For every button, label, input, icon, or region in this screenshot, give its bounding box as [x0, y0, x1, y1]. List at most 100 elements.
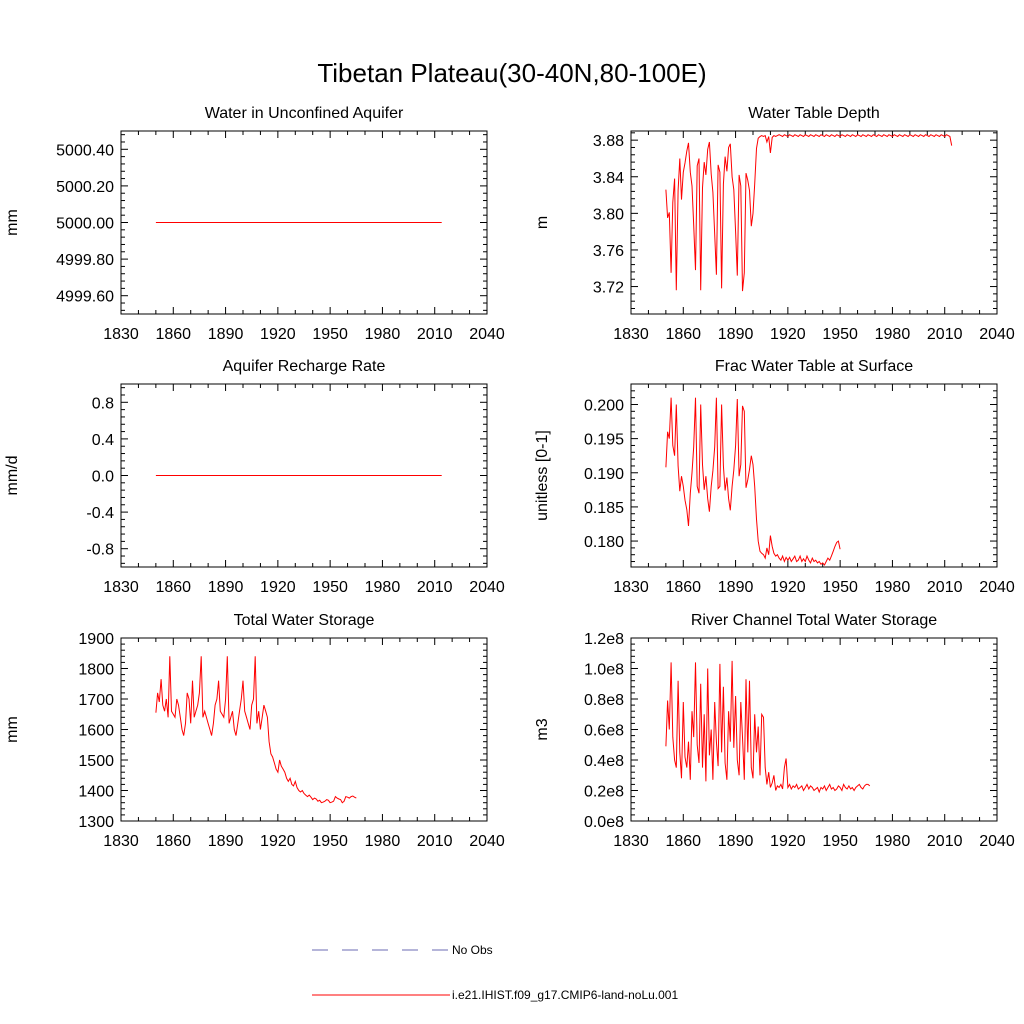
panel-1: Water in Unconfined Aquifer mm 1830 1860 189… — [4, 105, 505, 343]
panel-6: River Channel Total Water Storage m3 1830 1… — [534, 612, 1015, 850]
panel-2: Water Table Depth m 1830 1860 1890 1920 1950 19… — [534, 105, 1015, 343]
x-tick-label: 1830 — [103, 833, 139, 850]
y-tick-label: 3.84 — [593, 170, 624, 187]
y-axis-label: m3 — [534, 718, 551, 740]
x-tick-label: 1980 — [365, 326, 401, 343]
x-tick-label: 1860 — [665, 326, 701, 343]
x-tick-label: 1830 — [613, 833, 649, 850]
x-tick-label: 1860 — [665, 833, 701, 850]
y-tick-label: 1600 — [78, 723, 114, 740]
x-tick-label: 1950 — [822, 326, 858, 343]
x-tick-label: 2040 — [469, 579, 505, 596]
y-tick-label: 5000.20 — [56, 179, 114, 196]
x-tick-label: 1830 — [613, 326, 649, 343]
legend-label-model: i.e21.IHIST.f09_g17.CMIP6-land-noLu.001 — [452, 988, 678, 1002]
x-tick-label: 1830 — [103, 326, 139, 343]
x-tick-label: 2040 — [979, 326, 1015, 343]
x-tick-label: 1830 — [103, 579, 139, 596]
y-tick-label: 3.76 — [593, 243, 624, 260]
y-tick-label: 0.0 — [92, 469, 114, 486]
x-tick-label: 2040 — [979, 579, 1015, 596]
panel-title: River Channel Total Water Storage — [691, 612, 937, 629]
y-tick-label: 0.200 — [584, 397, 624, 414]
x-tick-label: 1890 — [208, 326, 244, 343]
y-tick-label: 0.185 — [584, 500, 624, 517]
series-line-1 — [665, 134, 953, 292]
y-tick-label: 0.195 — [584, 432, 624, 449]
y-axis-label: unitless [0-1] — [534, 430, 551, 521]
panel-3: Aquifer Recharge Rate mm/d 1830 1860 1890 192… — [4, 358, 505, 596]
y-axis-label: mm/d — [4, 456, 21, 496]
panel-title: Total Water Storage — [234, 612, 375, 629]
y-tick-label: 1500 — [78, 753, 114, 770]
x-tick-label: 1920 — [260, 579, 296, 596]
y-tick-label: 0.8 — [92, 395, 114, 412]
y-tick-label: 0.0e8 — [584, 814, 624, 831]
y-tick-label: 5000.00 — [56, 216, 114, 233]
panel-5: Total Water Storage mm 1830 1860 1890 1920 195… — [4, 612, 505, 850]
x-tick-label: 1860 — [155, 579, 191, 596]
plot-frame — [630, 130, 998, 315]
x-tick-label: 2040 — [469, 326, 505, 343]
panel-title: Water Table Depth — [748, 105, 880, 122]
y-tick-label: 0.4e8 — [584, 753, 624, 770]
x-tick-label: 1980 — [875, 326, 911, 343]
figure-title: Tibetan Plateau(30-40N,80-100E) — [317, 58, 706, 88]
x-tick-label: 2010 — [927, 326, 963, 343]
legend: No Obs i.e21.IHIST.f09_g17.CMIP6-land-no… — [312, 943, 678, 1002]
x-tick-label: 1950 — [312, 833, 348, 850]
y-tick-label: 4999.80 — [56, 252, 114, 269]
x-tick-label: 1980 — [875, 579, 911, 596]
y-tick-label: 1300 — [78, 814, 114, 831]
x-tick-label: 2010 — [417, 579, 453, 596]
series-line-1 — [665, 660, 871, 794]
panel-title: Frac Water Table at Surface — [715, 358, 913, 375]
y-tick-label: 0.4 — [92, 432, 114, 449]
x-tick-label: 2040 — [469, 833, 505, 850]
y-tick-label: 0.180 — [584, 534, 624, 551]
y-tick-label: 1700 — [78, 692, 114, 709]
plot-frame — [630, 637, 998, 822]
x-tick-label: 1830 — [613, 579, 649, 596]
y-tick-label: -0.8 — [86, 542, 114, 559]
legend-label-no-obs: No Obs — [452, 943, 493, 957]
x-tick-label: 1890 — [718, 326, 754, 343]
y-axis-label: m — [534, 216, 551, 229]
y-tick-label: 1.2e8 — [584, 631, 624, 648]
x-tick-label: 2010 — [927, 579, 963, 596]
x-tick-label: 1860 — [665, 579, 701, 596]
x-tick-label: 1950 — [822, 579, 858, 596]
y-tick-label: 1800 — [78, 662, 114, 679]
panel-title: Aquifer Recharge Rate — [223, 358, 386, 375]
x-tick-label: 1980 — [365, 833, 401, 850]
x-tick-label: 1890 — [718, 833, 754, 850]
x-tick-label: 1890 — [208, 579, 244, 596]
panels: Water in Unconfined Aquifer mm 1830 1860 189… — [4, 105, 1015, 850]
series-line-1 — [665, 397, 841, 566]
x-tick-label: 1950 — [312, 326, 348, 343]
y-tick-label: 0.2e8 — [584, 784, 624, 801]
series-line-1 — [155, 656, 357, 804]
x-tick-label: 1980 — [365, 579, 401, 596]
y-tick-label: 0.8e8 — [584, 692, 624, 709]
y-tick-label: 1900 — [78, 631, 114, 648]
y-tick-label: 1.0e8 — [584, 662, 624, 679]
x-tick-label: 1890 — [208, 833, 244, 850]
y-tick-label: 0.6e8 — [584, 723, 624, 740]
plot-frame — [630, 383, 998, 568]
x-tick-label: 1920 — [770, 579, 806, 596]
y-tick-label: 3.72 — [593, 280, 624, 297]
x-tick-label: 2040 — [979, 833, 1015, 850]
x-tick-label: 1920 — [260, 833, 296, 850]
x-tick-label: 1950 — [822, 833, 858, 850]
x-tick-label: 2010 — [927, 833, 963, 850]
x-tick-label: 1980 — [875, 833, 911, 850]
x-tick-label: 1920 — [770, 833, 806, 850]
y-axis-label: mm — [4, 716, 21, 743]
x-tick-label: 1860 — [155, 326, 191, 343]
y-tick-label: -0.4 — [86, 505, 114, 522]
x-tick-label: 1920 — [770, 326, 806, 343]
x-tick-label: 1920 — [260, 326, 296, 343]
y-tick-label: 3.88 — [593, 133, 624, 150]
